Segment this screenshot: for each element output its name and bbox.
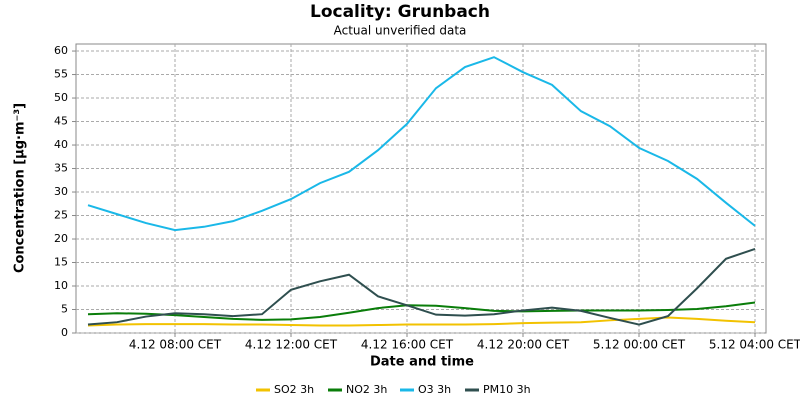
x-tick-label: 5.12 00:00 CET xyxy=(593,338,686,352)
legend-label: O3 3h xyxy=(418,383,451,396)
legend-label: SO2 3h xyxy=(274,383,314,396)
x-tick-label: 4.12 12:00 CET xyxy=(245,338,338,352)
legend-label: PM10 3h xyxy=(483,383,531,396)
y-axis-label: Concentration [µg·m⁻³] xyxy=(13,103,28,273)
line-series xyxy=(87,316,756,327)
y-tick-label: 60 xyxy=(54,44,68,57)
y-tick-label: 5 xyxy=(61,303,68,316)
y-tick-label: 55 xyxy=(54,68,68,81)
y-tick-label: 15 xyxy=(54,256,68,269)
y-tick-label: 10 xyxy=(54,279,68,292)
x-tick-label: 4.12 16:00 CET xyxy=(361,338,454,352)
plot-area xyxy=(75,43,767,334)
y-tick-label: 20 xyxy=(54,232,68,245)
line-series xyxy=(87,301,756,321)
y-tick-label: 45 xyxy=(54,115,68,128)
chart-title: Locality: Grunbach xyxy=(310,2,490,22)
line-series xyxy=(87,247,756,326)
x-tick-label: 5.12 04:00 CET xyxy=(709,338,800,352)
chart-subtitle: Actual unverified data xyxy=(334,24,467,38)
line-series xyxy=(87,56,756,232)
y-tick-label: 25 xyxy=(54,209,68,222)
y-tick-label: 30 xyxy=(54,185,68,198)
y-tick-label: 0 xyxy=(61,326,68,339)
x-tick-label: 4.12 08:00 CET xyxy=(129,338,222,352)
x-axis-label: Date and time xyxy=(370,355,474,370)
y-tick-label: 35 xyxy=(54,162,68,175)
legend-label: NO2 3h xyxy=(346,383,387,396)
y-tick-label: 40 xyxy=(54,138,68,151)
x-tick-label: 4.12 20:00 CET xyxy=(477,338,570,352)
y-tick-label: 50 xyxy=(54,91,68,104)
